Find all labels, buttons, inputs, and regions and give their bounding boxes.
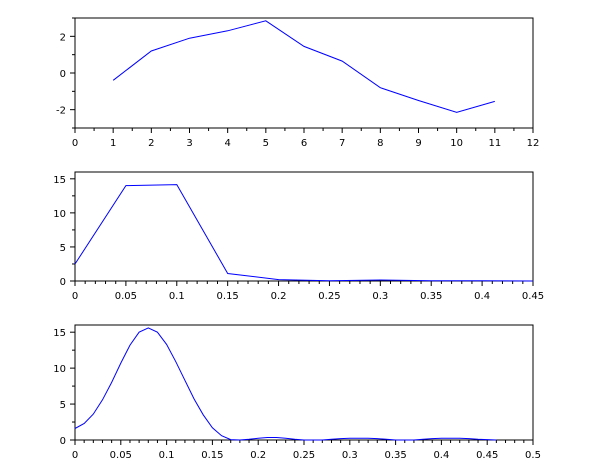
x-tick-label: 0.25	[293, 450, 315, 460]
series-line	[74, 184, 534, 282]
series-line	[112, 20, 495, 113]
x-tick-label: 0.1	[159, 450, 175, 460]
x-tick-label: 3	[186, 138, 192, 149]
x-tick-label: 0.4	[474, 291, 490, 302]
x-tick-label: 0.05	[115, 291, 137, 302]
x-tick-label: 0.3	[342, 450, 358, 460]
x-tick-label: 1	[110, 138, 116, 149]
y-tick-label: 0	[60, 436, 66, 447]
x-tick-label: 0.15	[201, 450, 223, 460]
x-tick-label: 12	[527, 138, 540, 149]
y-tick-label: 15	[53, 175, 66, 186]
x-tick-label: 0.5	[525, 450, 541, 460]
x-tick-label: 4	[224, 138, 230, 149]
x-tick-label: 0.1	[169, 291, 185, 302]
x-tick-label: 8	[377, 138, 383, 149]
x-tick-label: 0.2	[250, 450, 266, 460]
subplot-2: 0 0.05 0.1 0.15 0.2 0.25 0.3 0.35 0.4 0.45 0 5 10 15	[53, 171, 544, 302]
x-tick-label: 0	[72, 291, 78, 302]
series-line	[74, 327, 497, 441]
x-tick-label: 7	[339, 138, 345, 149]
axes-box	[74, 171, 534, 282]
x-tick-label: 0.45	[522, 291, 544, 302]
x-tick-label: 6	[301, 138, 307, 149]
y-tick-label: 0	[60, 69, 66, 80]
y-tick-label: 5	[60, 400, 66, 411]
x-tick-label: 0.4	[433, 450, 449, 460]
x-tick-label: 0.35	[420, 291, 442, 302]
axes-box	[74, 324, 534, 441]
x-tick-label: 10	[450, 138, 463, 149]
x-tick-label: 5	[263, 138, 269, 149]
subplot-3: 0 0.05 0.1 0.15 0.2 0.25 0.3 0.35 0.4 0.45 0.5 0 5 10…	[53, 324, 541, 461]
x-tick-label: 0.25	[318, 291, 340, 302]
x-tick-label: 0.35	[384, 450, 406, 460]
x-tick-label: 2	[148, 138, 154, 149]
x-tick-label: 0	[72, 138, 78, 149]
x-tick-label: 0.2	[271, 291, 287, 302]
x-tick-label: 9	[415, 138, 421, 149]
y-tick-label: 2	[60, 32, 66, 43]
x-tick-label: 0.45	[476, 450, 498, 460]
x-tick-label: 11	[488, 138, 501, 149]
x-tick-label: 0.05	[110, 450, 132, 460]
x-tick-label: 0	[72, 450, 78, 460]
y-tick-label: 0	[60, 277, 66, 288]
y-tick-label: 15	[53, 328, 66, 339]
subplot-1: 0 1 2 3 4 5 6 7 8 9 10 11 12-202	[56, 17, 540, 149]
axes-box	[74, 17, 534, 129]
y-tick-label: -2	[56, 106, 66, 117]
x-tick-label: 0.15	[217, 291, 239, 302]
y-tick-label: 5	[60, 243, 66, 254]
x-tick-label: 0.3	[372, 291, 388, 302]
y-tick-label: 10	[53, 364, 66, 375]
y-tick-label: 10	[53, 209, 66, 220]
